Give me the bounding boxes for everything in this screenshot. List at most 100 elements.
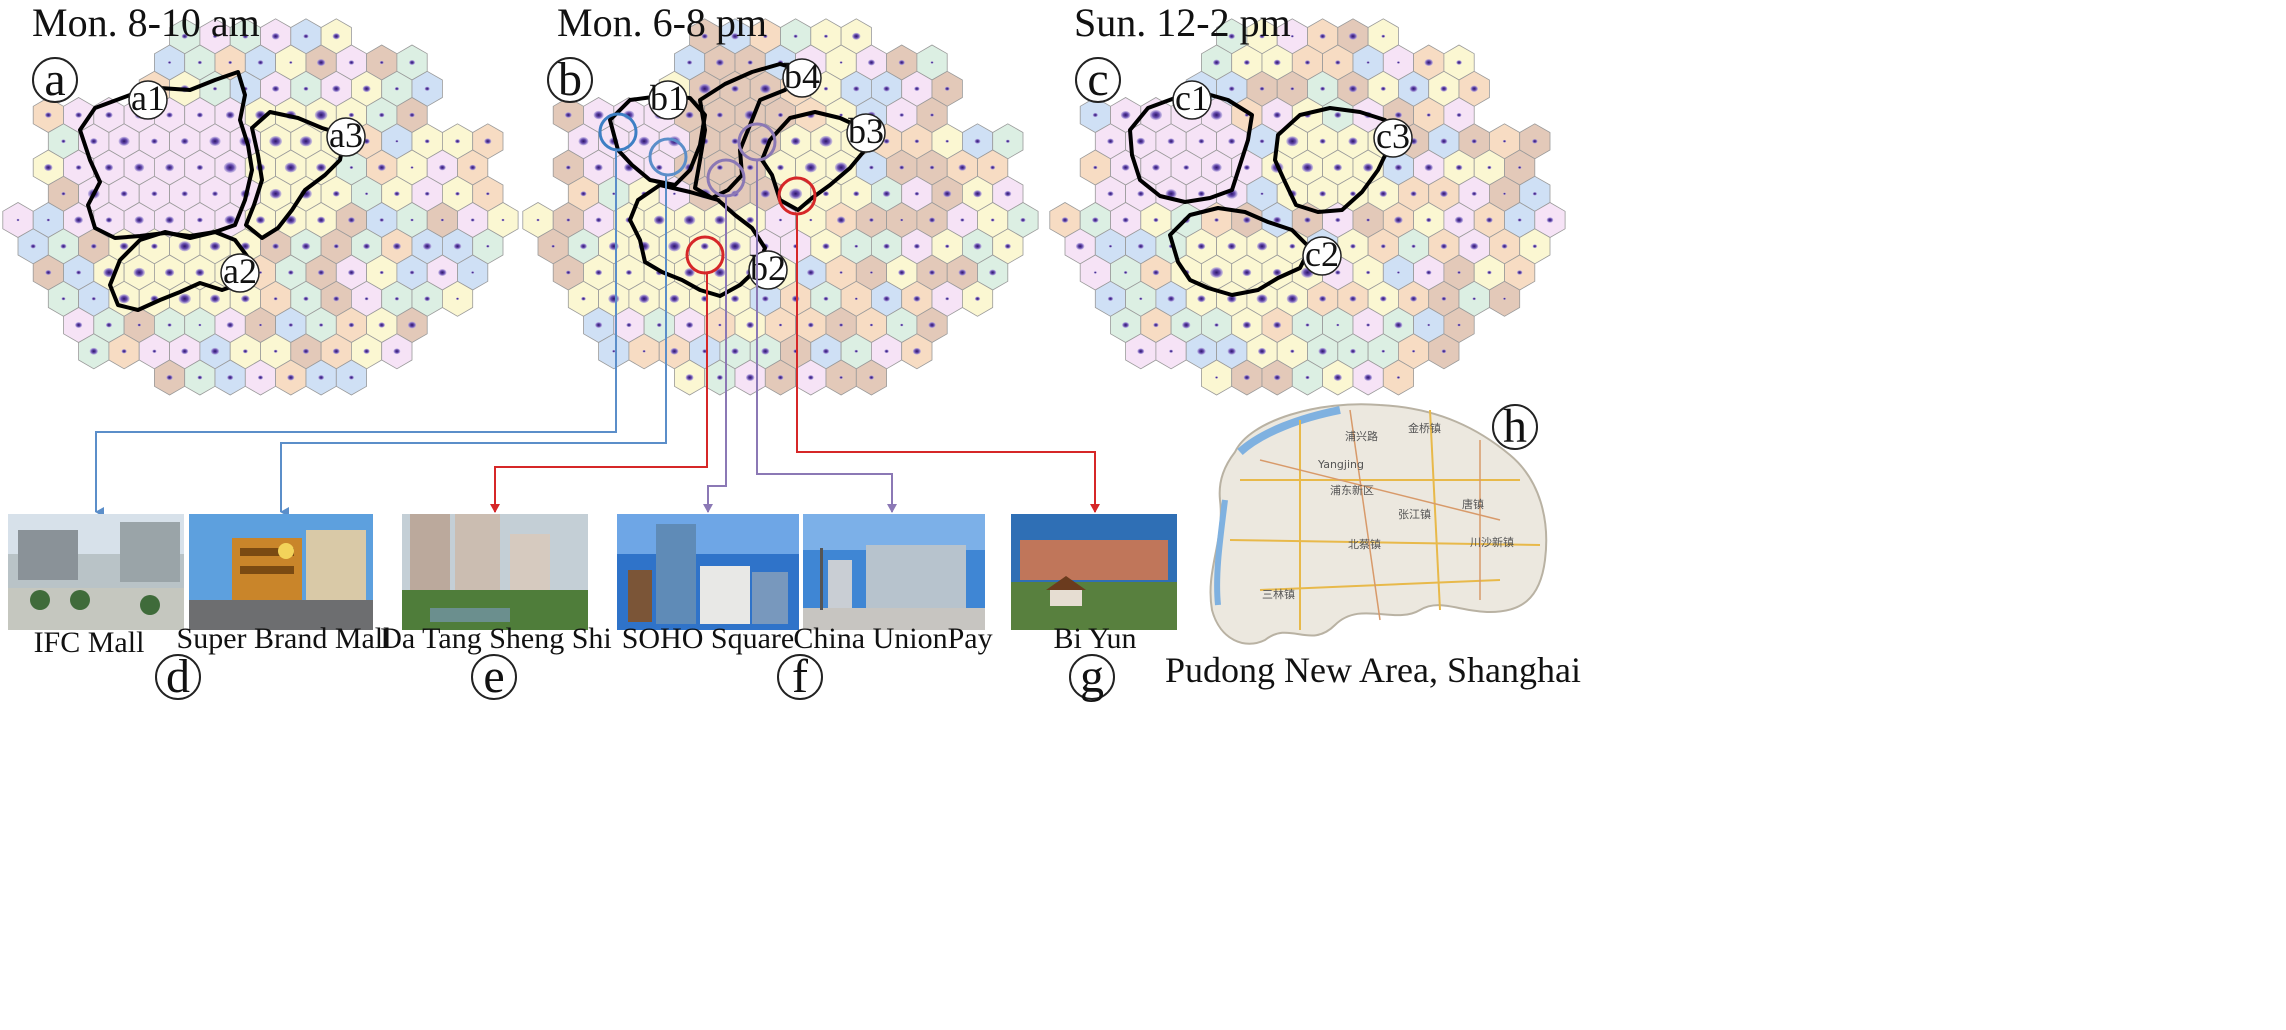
activity-dot	[1211, 163, 1222, 172]
activity-dot	[672, 192, 676, 196]
activity-dot	[1381, 349, 1386, 353]
connector-bi-yun	[796, 214, 1100, 513]
activity-dot	[1137, 243, 1144, 249]
svg-text:b3: b3	[848, 111, 884, 151]
map-place-label: 浦东新区	[1330, 483, 1374, 497]
activity-dot	[839, 271, 843, 274]
activity-dot	[30, 243, 36, 249]
activity-dot	[271, 85, 280, 92]
activity-dot	[393, 348, 401, 355]
activity-dot	[332, 348, 340, 355]
activity-dot	[1304, 60, 1311, 65]
activity-dot	[684, 268, 695, 277]
activity-dot	[958, 164, 967, 171]
activity-dot	[1290, 349, 1295, 353]
activity-dot	[257, 375, 264, 380]
activity-dot	[210, 347, 220, 355]
svg-text:a2: a2	[223, 251, 257, 291]
activity-dot	[422, 242, 432, 250]
activity-dot	[1290, 34, 1294, 38]
activity-dot	[133, 267, 145, 278]
activity-dot	[853, 86, 860, 92]
activity-dot	[301, 242, 311, 250]
svg-text:b: b	[558, 53, 582, 106]
activity-dot	[536, 218, 540, 222]
activity-dot	[854, 349, 859, 353]
activity-dot	[580, 191, 587, 197]
activity-dot	[486, 244, 490, 248]
region-label-c1: c1	[1172, 78, 1212, 120]
letter-d: d	[155, 650, 201, 703]
activity-dot	[578, 137, 589, 146]
activity-dot	[777, 112, 784, 118]
activity-dot	[1470, 85, 1479, 92]
activity-dot	[379, 218, 384, 222]
activity-dot	[314, 109, 328, 121]
activity-dot	[287, 374, 295, 381]
activity-dot	[1153, 322, 1159, 328]
connector-lines	[95, 150, 1100, 517]
activity-dot	[868, 375, 874, 380]
activity-dot	[166, 112, 173, 118]
activity-dot	[469, 164, 477, 171]
activity-dot	[823, 86, 829, 91]
svg-text:c: c	[1087, 53, 1108, 106]
activity-dot	[1472, 297, 1476, 301]
activity-dot	[1004, 243, 1011, 249]
activity-dot	[1075, 242, 1085, 250]
activity-dot	[882, 190, 891, 197]
activity-dot	[854, 244, 859, 248]
activity-dot	[134, 216, 144, 224]
activity-dot	[759, 84, 771, 94]
activity-dot	[90, 138, 98, 145]
activity-dot	[716, 164, 724, 171]
activity-dot	[167, 61, 172, 64]
activity-dot	[44, 164, 53, 171]
activity-dot	[595, 322, 603, 328]
activity-dot	[1379, 295, 1387, 302]
activity-dot	[1335, 270, 1341, 275]
activity-dot	[729, 241, 741, 252]
connector-da-tang-sheng-shi	[490, 273, 708, 513]
activity-dot	[178, 293, 191, 304]
activity-dot	[1120, 110, 1131, 120]
activity-dot	[1366, 323, 1371, 327]
activity-dot	[928, 321, 936, 329]
activity-dot	[1272, 268, 1282, 277]
caption-soho-square: SOHO Square	[622, 622, 795, 655]
caption-ifc-mall: IFC Mall	[34, 626, 145, 659]
activity-dot	[777, 375, 784, 380]
photo-ifc-mall	[8, 514, 184, 630]
activity-dot	[409, 270, 415, 275]
activity-dot	[455, 297, 460, 301]
activity-dot	[1286, 294, 1298, 304]
activity-dot	[424, 139, 430, 144]
activity-dot	[1426, 113, 1431, 117]
activity-dot	[1228, 86, 1235, 92]
activity-dot	[228, 60, 233, 65]
activity-dot	[822, 243, 830, 250]
panel-a-hexmap	[2, 18, 519, 396]
activity-dot	[698, 83, 711, 94]
caption-china-unionpay: China UnionPay	[793, 622, 992, 655]
activity-dot	[134, 163, 145, 172]
activity-dot	[579, 243, 587, 250]
activity-dot	[1258, 347, 1267, 355]
photo-china-unionpay	[803, 514, 985, 630]
activity-dot	[730, 295, 740, 303]
activity-dot	[181, 191, 188, 197]
activity-dot	[1197, 347, 1206, 355]
activity-dot	[1409, 85, 1418, 93]
activity-dot	[914, 191, 920, 196]
activity-dot	[319, 323, 324, 327]
activity-dot	[715, 59, 724, 66]
activity-dot	[836, 216, 846, 224]
panel-b-hexmap	[522, 18, 1039, 396]
activity-dot	[1336, 323, 1340, 327]
activity-dot	[226, 322, 234, 328]
activity-dot	[1366, 218, 1370, 222]
activity-dot	[1243, 59, 1250, 66]
panel-a-title: Mon. 8-10 am	[32, 0, 260, 45]
activity-dot	[181, 348, 189, 355]
activity-dot	[1228, 33, 1235, 39]
